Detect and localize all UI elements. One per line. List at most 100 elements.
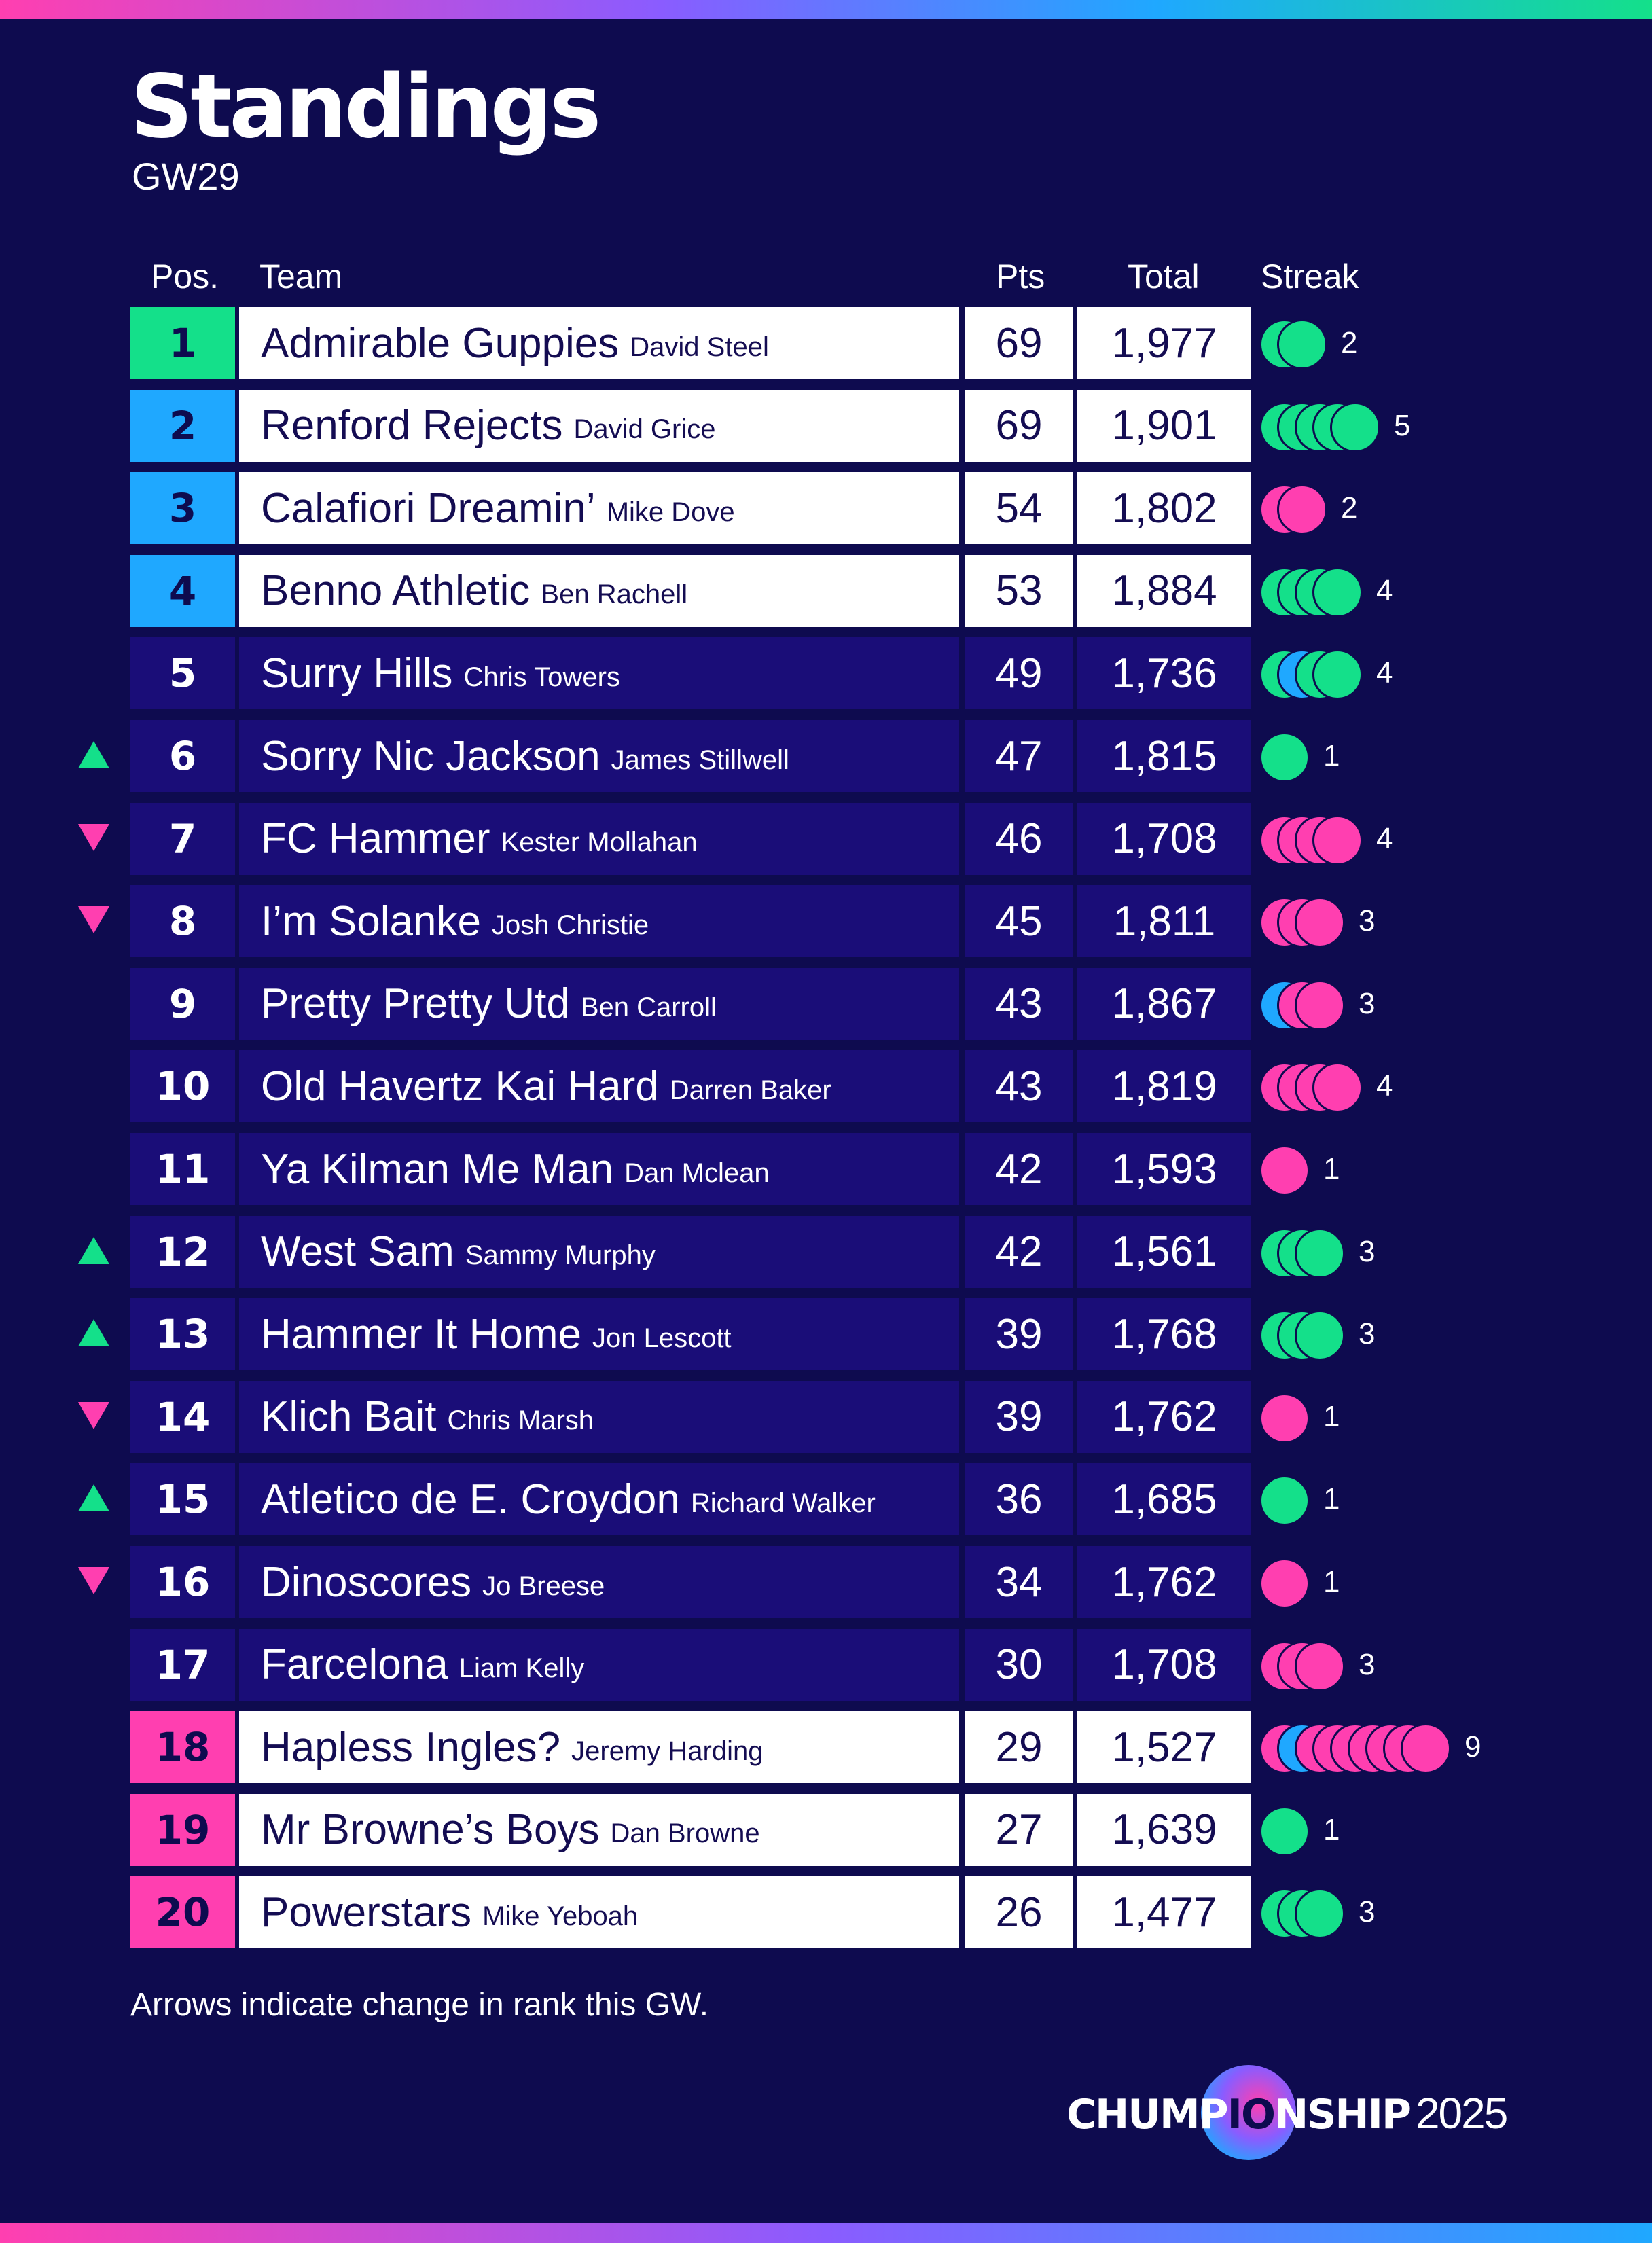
row-position: 6 <box>130 720 235 792</box>
table-row: 15 Atletico de E. Croydon Richard Walker 36… <box>0 1463 1652 1536</box>
row-position: 2 <box>130 389 235 462</box>
streak-loss-dot-icon <box>1312 1062 1363 1113</box>
table-row: 6 Sorry Nic Jackson James Stillwell 47 1,815… <box>0 720 1652 792</box>
row-total: 1,561 <box>1077 1215 1251 1288</box>
row-points: 29 <box>965 1711 1073 1784</box>
streak-count: 4 <box>1376 656 1393 690</box>
streak-count: 9 <box>1465 1730 1482 1764</box>
table-row: 4 Benno Athletic Ben Rachell 53 1,884 4 <box>0 554 1652 627</box>
manager-name: Ben Carroll <box>580 992 717 1023</box>
row-team-cell: FC Hammer Kester Mollahan <box>239 802 959 875</box>
streak-win-dot-icon <box>1259 1475 1310 1526</box>
streak-count: 1 <box>1323 739 1340 772</box>
rank-down-arrow-icon <box>77 905 111 935</box>
row-position: 17 <box>130 1628 235 1701</box>
manager-name: Kester Mollahan <box>501 827 698 858</box>
row-position: 9 <box>130 967 235 1040</box>
streak-count: 1 <box>1323 1482 1340 1516</box>
team-name: FC Hammer <box>261 815 490 863</box>
row-total: 1,811 <box>1077 885 1251 958</box>
manager-name: Jon Lescott <box>592 1323 732 1353</box>
table-row: 9 Pretty Pretty Utd Ben Carroll 43 1,867 3 <box>0 967 1652 1040</box>
row-total: 1,685 <box>1077 1463 1251 1536</box>
row-total: 1,884 <box>1077 554 1251 627</box>
manager-name: David Steel <box>630 331 769 362</box>
row-position: 19 <box>130 1793 235 1866</box>
row-position: 7 <box>130 802 235 875</box>
table-row: 8 I’m Solanke Josh Christie 45 1,811 3 <box>0 885 1652 958</box>
row-team-cell: West Sam Sammy Murphy <box>239 1215 959 1288</box>
row-total: 1,977 <box>1077 307 1251 379</box>
table-row: 11 Ya Kilman Me Man Dan Mclean 42 1,593 1 <box>0 1133 1652 1205</box>
team-name: Old Havertz Kai Hard <box>261 1062 659 1110</box>
team-name: Dinoscores <box>261 1558 472 1606</box>
logo-year: 2025 <box>1415 2089 1508 2138</box>
manager-name: Darren Baker <box>669 1075 831 1105</box>
streak-count: 2 <box>1341 491 1358 525</box>
rank-up-arrow-icon <box>77 1318 111 1348</box>
row-position: 15 <box>130 1463 235 1536</box>
team-name: Farcelona <box>261 1641 448 1689</box>
row-total: 1,802 <box>1077 472 1251 545</box>
table-row: 18 Hapless Ingles? Jeremy Harding 29 1,527 9 <box>0 1711 1652 1784</box>
row-points: 49 <box>965 637 1073 710</box>
row-total: 1,867 <box>1077 967 1251 1040</box>
manager-name: Richard Walker <box>690 1488 876 1518</box>
row-total: 1,477 <box>1077 1876 1251 1949</box>
streak-count: 4 <box>1376 573 1393 607</box>
row-points: 43 <box>965 1050 1073 1123</box>
row-points: 26 <box>965 1876 1073 1949</box>
streak-count: 1 <box>1323 1152 1340 1185</box>
row-total: 1,708 <box>1077 802 1251 875</box>
team-name: Benno Athletic <box>261 567 531 615</box>
row-total: 1,768 <box>1077 1298 1251 1371</box>
header-team: Team <box>259 257 343 295</box>
team-name: Hammer It Home <box>261 1310 581 1358</box>
logo-suffix: NSHIP <box>1274 2091 1412 2138</box>
row-points: 69 <box>965 389 1073 462</box>
rank-up-arrow-icon <box>77 1483 111 1513</box>
team-name: Powerstars <box>261 1888 472 1936</box>
team-name: Pretty Pretty Utd <box>261 980 570 1028</box>
streak-count: 3 <box>1359 1895 1376 1929</box>
table-row: 17 Farcelona Liam Kelly 30 1,708 3 <box>0 1628 1652 1701</box>
row-total: 1,527 <box>1077 1711 1251 1784</box>
row-points: 27 <box>965 1793 1073 1866</box>
row-team-cell: Old Havertz Kai Hard Darren Baker <box>239 1050 959 1123</box>
streak-win-dot-icon <box>1330 401 1380 452</box>
streak-win-dot-icon <box>1259 732 1310 783</box>
row-team-cell: Renford Rejects David Grice <box>239 389 959 462</box>
table-row: 3 Calafiori Dreamin’ Mike Dove 54 1,802 2 <box>0 472 1652 545</box>
streak-loss-dot-icon <box>1259 1145 1310 1196</box>
row-points: 54 <box>965 472 1073 545</box>
top-gradient-bar <box>0 0 1652 19</box>
logo-text: CHUMPIONSHIP 2025 <box>1066 2088 1508 2138</box>
team-name: Hapless Ingles? <box>261 1723 561 1771</box>
row-points: 43 <box>965 967 1073 1040</box>
table-row: 19 Mr Browne’s Boys Dan Browne 27 1,639 1 <box>0 1793 1652 1866</box>
manager-name: Chris Marsh <box>447 1405 594 1436</box>
row-team-cell: Hammer It Home Jon Lescott <box>239 1298 959 1371</box>
streak-count: 1 <box>1323 1812 1340 1846</box>
row-team-cell: Atletico de E. Croydon Richard Walker <box>239 1463 959 1536</box>
table-row: 14 Klich Bait Chris Marsh 39 1,762 1 <box>0 1380 1652 1453</box>
team-name: Renford Rejects <box>261 402 563 450</box>
row-points: 47 <box>965 720 1073 792</box>
table-row: 5 Surry Hills Chris Towers 49 1,736 4 <box>0 637 1652 710</box>
row-team-cell: Hapless Ingles? Jeremy Harding <box>239 1711 959 1784</box>
team-name: Surry Hills <box>261 649 453 697</box>
streak-win-dot-icon <box>1295 1888 1345 1939</box>
logo-middle: IO <box>1227 2091 1276 2138</box>
team-name: Calafiori Dreamin’ <box>261 484 596 532</box>
page-subtitle: GW29 <box>132 155 240 198</box>
header-total: Total <box>1128 257 1200 295</box>
row-points: 42 <box>965 1215 1073 1288</box>
row-points: 34 <box>965 1546 1073 1618</box>
streak-loss-dot-icon <box>1295 980 1345 1030</box>
streak-loss-dot-icon <box>1401 1723 1451 1774</box>
row-team-cell: Surry Hills Chris Towers <box>239 637 959 710</box>
manager-name: Sammy Murphy <box>465 1240 656 1271</box>
streak-loss-dot-icon <box>1259 1393 1310 1443</box>
row-total: 1,708 <box>1077 1628 1251 1701</box>
row-total: 1,593 <box>1077 1133 1251 1205</box>
